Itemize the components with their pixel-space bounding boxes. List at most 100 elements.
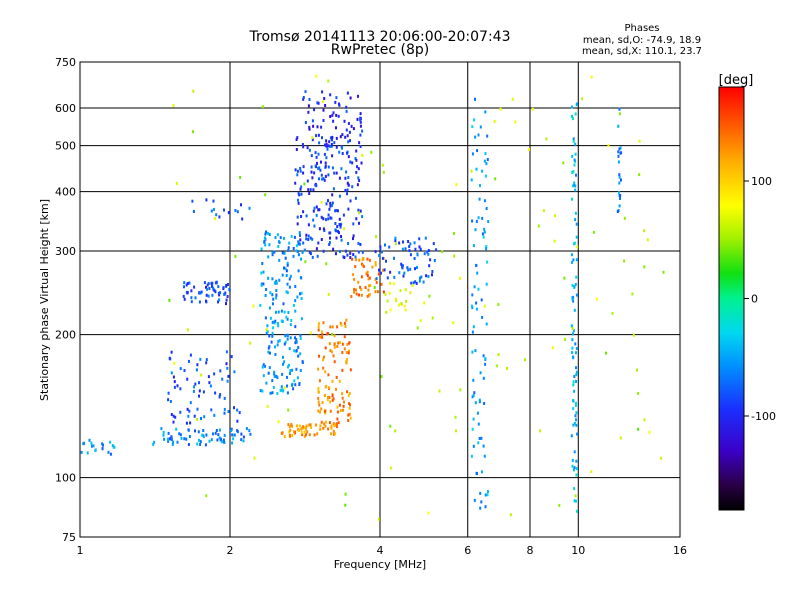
data-point	[173, 361, 176, 365]
data-point	[199, 357, 202, 361]
data-point	[281, 388, 284, 392]
data-point	[315, 155, 318, 159]
data-point	[357, 167, 360, 171]
data-point	[288, 347, 291, 351]
data-point	[619, 194, 622, 197]
data-point	[307, 223, 310, 227]
data-point	[236, 408, 239, 412]
data-point	[339, 321, 342, 325]
data-point	[336, 325, 339, 329]
data-point	[453, 232, 455, 235]
data-point	[576, 432, 579, 436]
data-point	[304, 260, 307, 264]
data-point	[574, 218, 577, 222]
data-point	[162, 430, 165, 434]
data-point	[646, 238, 649, 242]
data-point	[277, 322, 279, 325]
data-point	[480, 500, 483, 504]
data-point	[572, 258, 575, 262]
data-point	[273, 370, 276, 374]
data-point	[179, 387, 182, 391]
data-point	[339, 250, 341, 253]
data-point	[309, 423, 312, 427]
data-point	[318, 177, 320, 181]
data-point	[276, 392, 279, 395]
data-point	[327, 213, 330, 217]
data-point	[325, 144, 328, 148]
data-point	[300, 317, 303, 321]
data-point	[322, 177, 325, 181]
data-point	[573, 499, 576, 503]
data-point	[335, 113, 338, 117]
data-point	[294, 325, 297, 329]
data-point	[274, 319, 277, 323]
data-point	[206, 287, 209, 291]
data-point	[264, 232, 267, 236]
data-point	[297, 240, 300, 244]
data-point	[207, 294, 210, 298]
y-axis-label: Stationary phase Virtual Height [km]	[38, 199, 51, 401]
data-point	[186, 407, 189, 411]
data-point	[281, 251, 284, 255]
data-point	[289, 372, 291, 375]
data-point	[382, 170, 385, 174]
data-point	[454, 415, 457, 419]
x-axis-label: Frequency [MHz]	[334, 558, 426, 571]
data-point	[288, 285, 291, 289]
data-point	[299, 187, 302, 191]
data-point	[477, 422, 480, 426]
data-point	[301, 433, 304, 437]
data-point	[311, 255, 314, 259]
data-point	[575, 473, 578, 477]
data-point	[385, 259, 387, 263]
data-point	[233, 406, 235, 410]
data-point	[332, 422, 335, 426]
data-point	[304, 433, 307, 437]
data-point	[388, 245, 391, 249]
data-point	[298, 424, 301, 428]
data-point	[375, 281, 378, 284]
data-point	[199, 291, 202, 295]
data-point	[299, 333, 302, 337]
data-point	[347, 122, 350, 125]
data-point	[482, 444, 485, 448]
data-point	[324, 164, 327, 168]
data-point	[83, 441, 86, 445]
data-point	[187, 428, 190, 432]
data-point	[263, 240, 266, 243]
data-point	[286, 317, 289, 321]
data-point	[380, 271, 382, 275]
data-point	[404, 288, 407, 292]
data-point	[170, 371, 173, 375]
data-point	[330, 432, 333, 436]
data-point	[620, 151, 623, 155]
data-point	[375, 277, 378, 281]
data-point	[471, 330, 474, 334]
data-point	[173, 385, 176, 389]
data-point	[333, 334, 336, 338]
data-point	[167, 437, 169, 441]
data-point	[476, 411, 479, 415]
data-point	[230, 355, 233, 359]
data-point	[329, 216, 332, 220]
data-point	[558, 503, 561, 507]
data-point	[475, 167, 478, 171]
data-point	[334, 423, 337, 427]
data-point	[377, 517, 380, 521]
data-point	[264, 364, 266, 368]
data-point	[261, 262, 264, 265]
data-point	[429, 258, 432, 262]
data-point	[320, 173, 323, 177]
data-point	[284, 267, 287, 271]
data-point	[471, 125, 474, 129]
data-point	[286, 282, 289, 286]
data-point	[350, 124, 353, 128]
data-point	[319, 424, 322, 428]
data-point	[309, 252, 312, 256]
data-point	[324, 411, 327, 415]
data-point	[360, 275, 363, 279]
data-point	[248, 429, 251, 433]
data-point	[484, 152, 487, 156]
data-point	[322, 119, 325, 122]
data-point	[419, 276, 421, 280]
